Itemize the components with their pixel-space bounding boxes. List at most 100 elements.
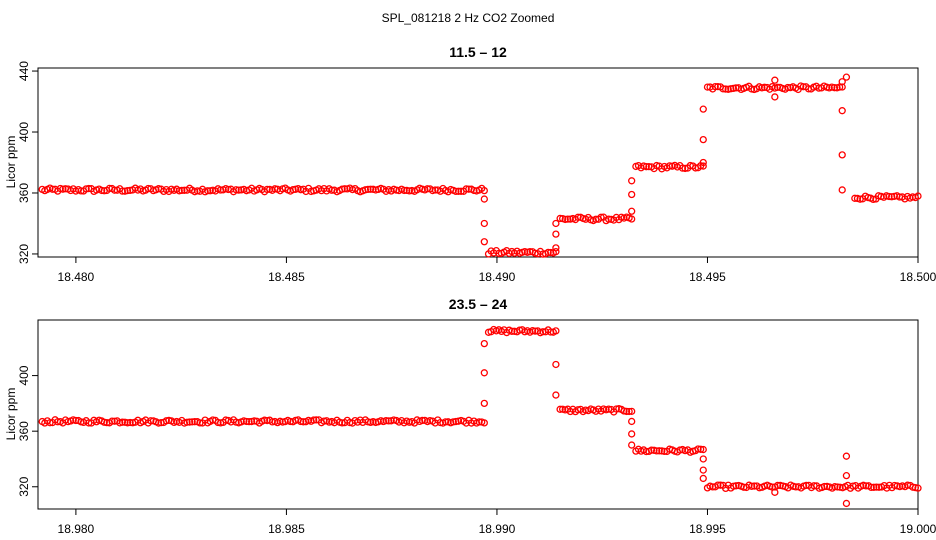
panel-2-plot-area xyxy=(37,319,919,510)
data-point xyxy=(833,483,842,491)
data-point xyxy=(714,481,722,489)
data-point xyxy=(178,186,186,195)
data-point xyxy=(185,418,194,426)
x-tick-label: 18.985 xyxy=(268,522,305,536)
data-point xyxy=(268,418,276,426)
x-tick-label: 18.490 xyxy=(479,270,516,284)
outlier-point xyxy=(842,73,851,81)
transition-point xyxy=(838,107,846,115)
y-tick-label: 360 xyxy=(17,183,31,203)
x-tick-label: 18.480 xyxy=(58,270,95,284)
transition-point xyxy=(699,158,707,167)
panel-1-x-axis: 18.480 18.485 18.490 18.495 18.500 xyxy=(58,257,936,284)
data-point xyxy=(678,164,687,172)
data-point xyxy=(100,418,108,426)
panel-1-y-axis: 320 360 400 440 xyxy=(17,61,38,264)
data-point xyxy=(82,185,90,193)
data-point xyxy=(716,481,725,489)
transition-point xyxy=(480,399,488,408)
transition-point xyxy=(480,219,488,228)
panel-1-y-axis-label: Licor ppm xyxy=(4,136,18,189)
transition-point xyxy=(838,186,846,194)
outlier-point xyxy=(771,76,779,84)
data-point xyxy=(642,163,650,171)
x-tick-label: 18.980 xyxy=(58,522,95,536)
data-point xyxy=(452,187,460,196)
outlier-point xyxy=(771,488,779,496)
transition-point xyxy=(699,135,707,144)
y-tick-label: 400 xyxy=(17,122,31,142)
data-point xyxy=(245,417,253,426)
figure-title: SPL_081218 2 Hz CO2 Zoomed xyxy=(382,11,555,25)
data-point xyxy=(341,185,349,193)
x-tick-label: 18.495 xyxy=(689,270,726,284)
data-point xyxy=(556,214,564,223)
x-tick-label: 19.000 xyxy=(900,522,936,536)
data-point xyxy=(242,417,251,426)
data-point xyxy=(183,418,191,426)
data-point xyxy=(564,215,572,223)
transition-point xyxy=(480,238,488,246)
data-point xyxy=(820,482,829,491)
data-point xyxy=(647,446,656,454)
data-point xyxy=(711,82,719,91)
panel-2-points xyxy=(38,325,922,508)
data-point xyxy=(162,417,170,425)
data-point xyxy=(286,417,295,426)
data-point xyxy=(405,187,413,195)
data-point xyxy=(612,405,620,413)
transition-point xyxy=(552,244,560,252)
transition-point xyxy=(628,177,636,185)
data-point xyxy=(480,186,488,195)
outlier-point xyxy=(771,93,779,101)
transition-point xyxy=(628,190,636,199)
data-point xyxy=(385,417,393,425)
x-tick-label: 18.500 xyxy=(900,270,936,284)
data-point xyxy=(289,186,297,194)
y-tick-label: 440 xyxy=(17,61,31,81)
data-point xyxy=(188,418,196,426)
data-point xyxy=(914,484,922,492)
y-tick-label: 320 xyxy=(17,244,31,264)
transition-point xyxy=(628,207,636,215)
x-tick-label: 18.485 xyxy=(268,270,305,284)
data-point xyxy=(574,213,582,221)
outlier-point xyxy=(842,452,851,460)
data-point xyxy=(622,407,631,416)
data-point xyxy=(774,481,782,490)
panel-2-y-axis: 320 360 400 xyxy=(17,365,38,497)
panel-1-title: 11.5 – 12 xyxy=(449,44,507,60)
data-point xyxy=(655,447,663,455)
data-point xyxy=(699,445,707,454)
data-point xyxy=(867,483,875,492)
data-point xyxy=(552,327,560,335)
data-point xyxy=(561,215,569,224)
data-point xyxy=(98,186,106,195)
data-point xyxy=(547,248,555,257)
transition-point xyxy=(552,391,560,399)
transition-point xyxy=(699,466,707,474)
transition-point xyxy=(699,474,707,483)
data-point xyxy=(748,482,756,490)
data-point xyxy=(719,85,727,93)
data-point xyxy=(856,195,864,203)
data-point xyxy=(400,186,408,195)
transition-point xyxy=(699,105,707,113)
outlier-point xyxy=(842,471,851,480)
transition-point xyxy=(699,455,707,463)
data-point xyxy=(729,482,738,490)
panel-1-points xyxy=(38,73,922,258)
transition-point xyxy=(628,430,636,438)
transition-point xyxy=(838,78,846,86)
data-point xyxy=(625,407,633,416)
data-point xyxy=(597,213,605,221)
data-point xyxy=(869,195,877,204)
data-point xyxy=(697,445,705,453)
transition-point xyxy=(838,151,846,159)
panel-2-y-axis-label: Licor ppm xyxy=(4,388,18,441)
data-point xyxy=(366,185,375,193)
data-point xyxy=(628,407,636,415)
data-point xyxy=(694,445,702,453)
transition-point xyxy=(480,195,488,203)
